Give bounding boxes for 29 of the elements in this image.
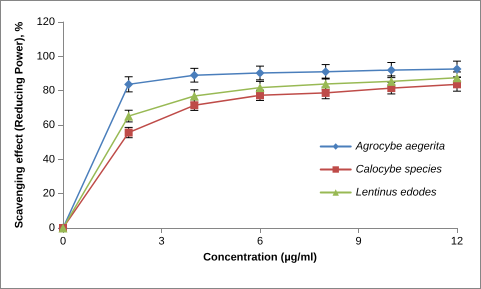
point	[322, 88, 330, 97]
point	[124, 80, 134, 89]
x-axis-title: Concentration (µg/ml)	[203, 251, 318, 264]
legend-label: Agrocybe aegerita	[354, 140, 446, 152]
point	[452, 64, 462, 74]
legend-label: Lentinus edodes	[356, 186, 437, 198]
y-tick-label: 100	[36, 50, 55, 62]
point	[256, 83, 264, 92]
x-tick-label: 6	[256, 236, 264, 248]
x-tick-label: 3	[158, 236, 165, 248]
y-axis-title: Scavenging effect (Reducing Power), %	[14, 21, 26, 228]
point	[124, 112, 134, 121]
y-tick-label: 80	[42, 84, 55, 97]
point	[386, 66, 396, 75]
y-tick-label: 0	[48, 222, 55, 234]
point	[124, 128, 133, 137]
x-tick-label: 9	[355, 236, 362, 248]
legend-label: Calocybe species	[356, 164, 442, 176]
y-tick-label: 120	[36, 16, 55, 28]
point	[190, 70, 199, 80]
y-tick-label: 20	[42, 188, 55, 200]
y-tick-label: 60	[42, 119, 55, 131]
point	[452, 73, 462, 82]
point	[321, 67, 330, 76]
x-tick-label: 12	[450, 236, 464, 248]
x-tick-label: 0	[60, 236, 66, 248]
point	[190, 91, 199, 100]
point	[256, 68, 264, 78]
y-tick-label: 40	[42, 153, 55, 166]
